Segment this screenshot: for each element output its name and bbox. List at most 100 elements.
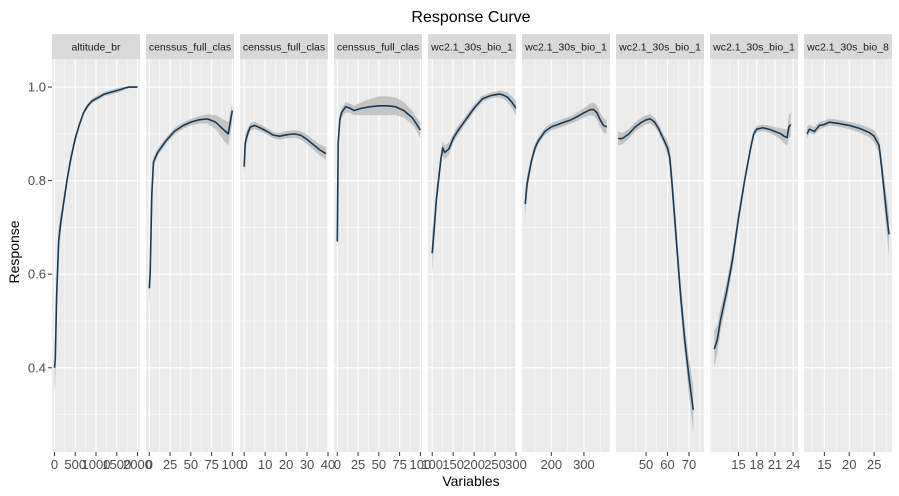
strip-background — [804, 34, 892, 59]
x-tick-label: 21 — [768, 457, 782, 472]
strip-background — [428, 34, 516, 59]
response-line — [336, 104, 422, 242]
chart-title: Response Curve — [411, 9, 530, 26]
x-tick-label: 50 — [184, 457, 198, 472]
facet-panel: censsus_full_clas 0 25 50 75 100 — [334, 34, 431, 472]
facet-panel: wc2.1_30s_bio_8 15 20 25 — [804, 34, 892, 472]
x-tick-label: 20 — [279, 457, 293, 472]
x-tick-label: 300 — [505, 457, 527, 472]
facet-panels: altitude_br0 500100015002000censsus_full_… — [51, 34, 892, 472]
x-tick-label: 0 — [146, 457, 153, 472]
strip-label: censsus_full_clas — [243, 42, 325, 54]
panel-background — [146, 59, 234, 452]
strip-label: wc2.1_30s_bio_8 — [806, 42, 889, 54]
x-tick-label: 25 — [867, 457, 881, 472]
confidence-ribbon — [432, 90, 516, 275]
grid-lines — [240, 59, 328, 452]
strip-label: wc2.1_30s_bio_1 — [430, 42, 513, 54]
x-tick-label: 18 — [749, 457, 763, 472]
response-line — [524, 108, 608, 205]
x-tick-label: 75 — [204, 457, 218, 472]
strip-background — [710, 34, 798, 59]
confidence-ribbon — [714, 112, 791, 368]
facet-panel: wc2.1_30s_bio_1 50 60 70 — [616, 34, 704, 472]
strip-background — [52, 34, 140, 59]
x-tick-label: 25 — [351, 457, 365, 472]
y-tick-label: 1.0 — [28, 80, 46, 95]
x-tick-label: 0 — [51, 457, 58, 472]
strip-label: wc2.1_30s_bio_1 — [712, 42, 795, 54]
x-tick-label: 100 — [409, 457, 431, 472]
confidence-ribbon — [244, 121, 326, 181]
response-line — [713, 124, 792, 350]
strip-background — [522, 34, 610, 59]
strip-background — [334, 34, 422, 59]
x-tick-label: 100 — [221, 457, 243, 472]
x-tick-label: 60 — [660, 457, 674, 472]
x-tick-label: 30 — [300, 457, 314, 472]
x-tick-label: 10 — [258, 457, 272, 472]
x-tick-label: 25 — [163, 457, 177, 472]
facet-panel: censsus_full_clas 0 25 50 75 100 — [146, 34, 243, 472]
y-axis: 0.4 0.6 0.8 1.0 — [28, 80, 52, 375]
y-tick-label: 0.8 — [28, 173, 46, 188]
y-tick-label: 0.4 — [28, 360, 46, 375]
facet-panel: wc2.1_30s_bio_1 15 18 21 24 — [710, 34, 800, 472]
panel-background — [428, 59, 516, 452]
y-axis-title: Response — [6, 220, 22, 283]
response-line — [806, 121, 890, 235]
panel-background — [710, 59, 798, 452]
response-line — [431, 93, 516, 254]
grid-lines — [334, 59, 422, 452]
panel-background — [804, 59, 892, 452]
grid-lines — [146, 59, 234, 452]
x-tick-label: 250 — [484, 457, 506, 472]
strip-label: censsus_full_clas — [149, 42, 231, 54]
x-tick-label: 75 — [392, 457, 406, 472]
x-tick-label: 0 — [241, 457, 248, 472]
x-tick-label: 50 — [372, 457, 386, 472]
confidence-ribbon — [806, 118, 890, 256]
strip-label: censsus_full_clas — [337, 42, 419, 54]
x-axis-title: Variables — [442, 473, 499, 489]
x-tick-label: 300 — [573, 457, 595, 472]
confidence-ribbon — [337, 96, 421, 256]
x-tick-label: 2000 — [123, 457, 152, 472]
x-tick-label: 200 — [463, 457, 485, 472]
x-tick-label: 150 — [442, 457, 464, 472]
x-tick-label: 50 — [639, 457, 653, 472]
x-tick-label: 40 — [321, 457, 335, 472]
x-tick-label: 500 — [64, 457, 86, 472]
x-tick-label: 24 — [786, 457, 800, 472]
response-line — [243, 124, 327, 167]
strip-background — [616, 34, 704, 59]
grid-lines — [428, 59, 516, 452]
confidence-ribbon — [149, 103, 233, 307]
x-tick-label: 15 — [817, 457, 831, 472]
response-line — [148, 110, 234, 289]
y-tick-label: 0.6 — [28, 267, 46, 282]
x-tick-label: 70 — [682, 457, 696, 472]
facet-panel: wc2.1_30s_bio_1 200 300 — [522, 34, 610, 472]
panel-background — [240, 59, 328, 452]
x-tick-label: 20 — [842, 457, 856, 472]
panel-background — [334, 59, 422, 452]
strip-label: wc2.1_30s_bio_1 — [524, 42, 607, 54]
grid-lines — [710, 59, 798, 452]
strip-background — [146, 34, 234, 59]
response-line — [618, 118, 695, 410]
x-tick-label: 15 — [731, 457, 745, 472]
x-tick-label: 0 — [334, 457, 341, 472]
strip-label: wc2.1_30s_bio_1 — [618, 42, 701, 54]
response-line — [53, 86, 138, 368]
x-tick-label: 1000 — [82, 457, 111, 472]
strip-label: altitude_br — [71, 42, 121, 54]
x-tick-label: 200 — [540, 457, 562, 472]
facet-panel: censsus_full_clas 0 10 20 30 40 — [240, 34, 335, 472]
x-tick-label: 1500 — [102, 457, 131, 472]
facet-panel: wc2.1_30s_bio_1 100 150 200 250 300 — [421, 34, 527, 472]
x-tick-label: 100 — [421, 457, 443, 472]
strip-background — [240, 34, 328, 59]
